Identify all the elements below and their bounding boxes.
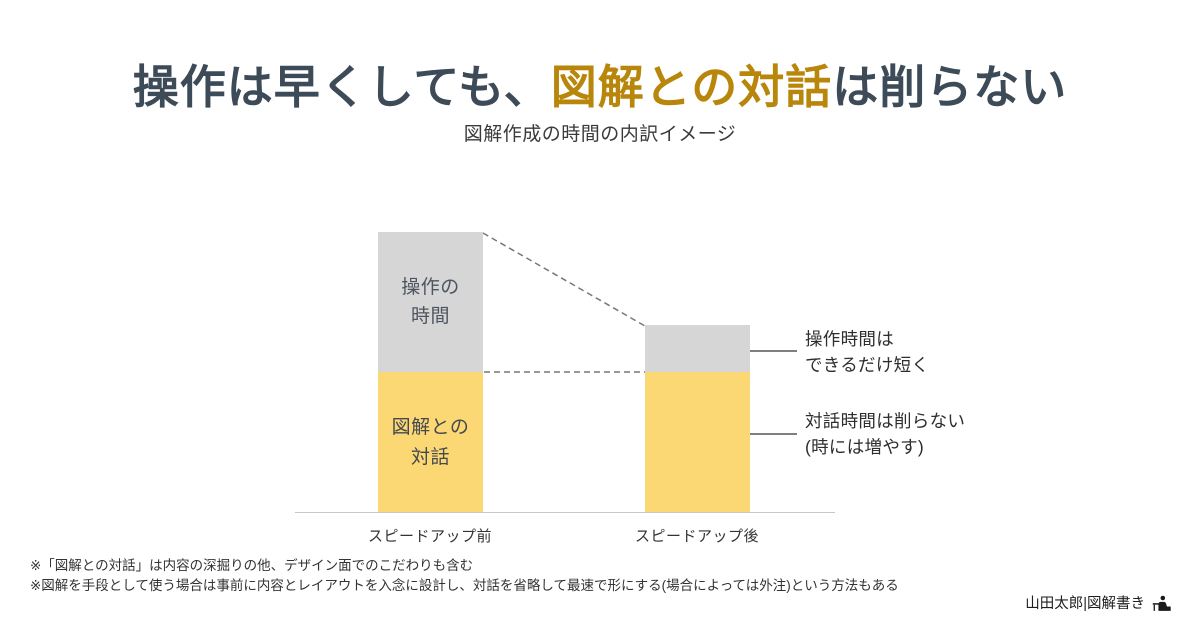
page-title: 操作は早くしても、図解との対話は削らない [0,51,1200,117]
author-credit: 山田太郎|図解書き [1025,592,1172,613]
annotation-operation-time: 操作時間は できるだけ短く [805,326,929,379]
title-suffix: は削らない [832,60,1068,113]
author-credit-text: 山田太郎|図解書き [1025,596,1145,612]
segment-label-line: 時間 [410,306,450,327]
segment-dialogue-time-before: 図解との 対話 [378,372,483,513]
footnote-1: ※「図解との対話」は内容の深掘りの他、デザイン面でのこだわりも含む [30,558,474,573]
bar-after-speedup [645,325,750,513]
chart-subtitle: 図解作成の時間の内訳イメージ [463,124,737,145]
segment-dialogue-time-after [645,372,750,513]
footnotes: ※「図解との対話」は内容の深掘りの他、デザイン面でのこだわりも含む ※図解を手段… [30,556,899,597]
segment-operation-time-after [645,325,750,372]
annotation-line: (時には増やす) [805,437,925,458]
title-prefix: 操作は早くしても、 [132,60,551,113]
writer-at-desk-icon [1151,595,1172,611]
segment-label-line: 操作の [401,276,460,298]
bar-before-speedup: 操作の 時間 図解との 対話 [378,232,483,513]
dashed-line-diagonal [482,232,646,327]
axis-label-after: スピードアップ後 [634,528,759,545]
title-highlight: 図解との対話 [550,60,833,113]
axis-label-before: スピードアップ前 [367,528,492,545]
annotation-line: できるだけ短く [805,355,930,376]
annotation-line: 操作時間は [805,329,894,349]
segment-operation-time-before: 操作の 時間 [378,232,483,372]
annotation-dialogue-time: 対話時間は削らない (時には増やす) [805,408,965,461]
segment-label-line: 対話 [410,446,450,468]
annotation-line: 対話時間は削らない [805,411,966,431]
segment-label-line: 図解との [391,417,470,439]
axis-baseline [295,512,835,513]
footnote-2: ※図解を手段として使う場合は事前に内容とレイアウトを入念に設計し、対話を省略して… [30,578,899,594]
